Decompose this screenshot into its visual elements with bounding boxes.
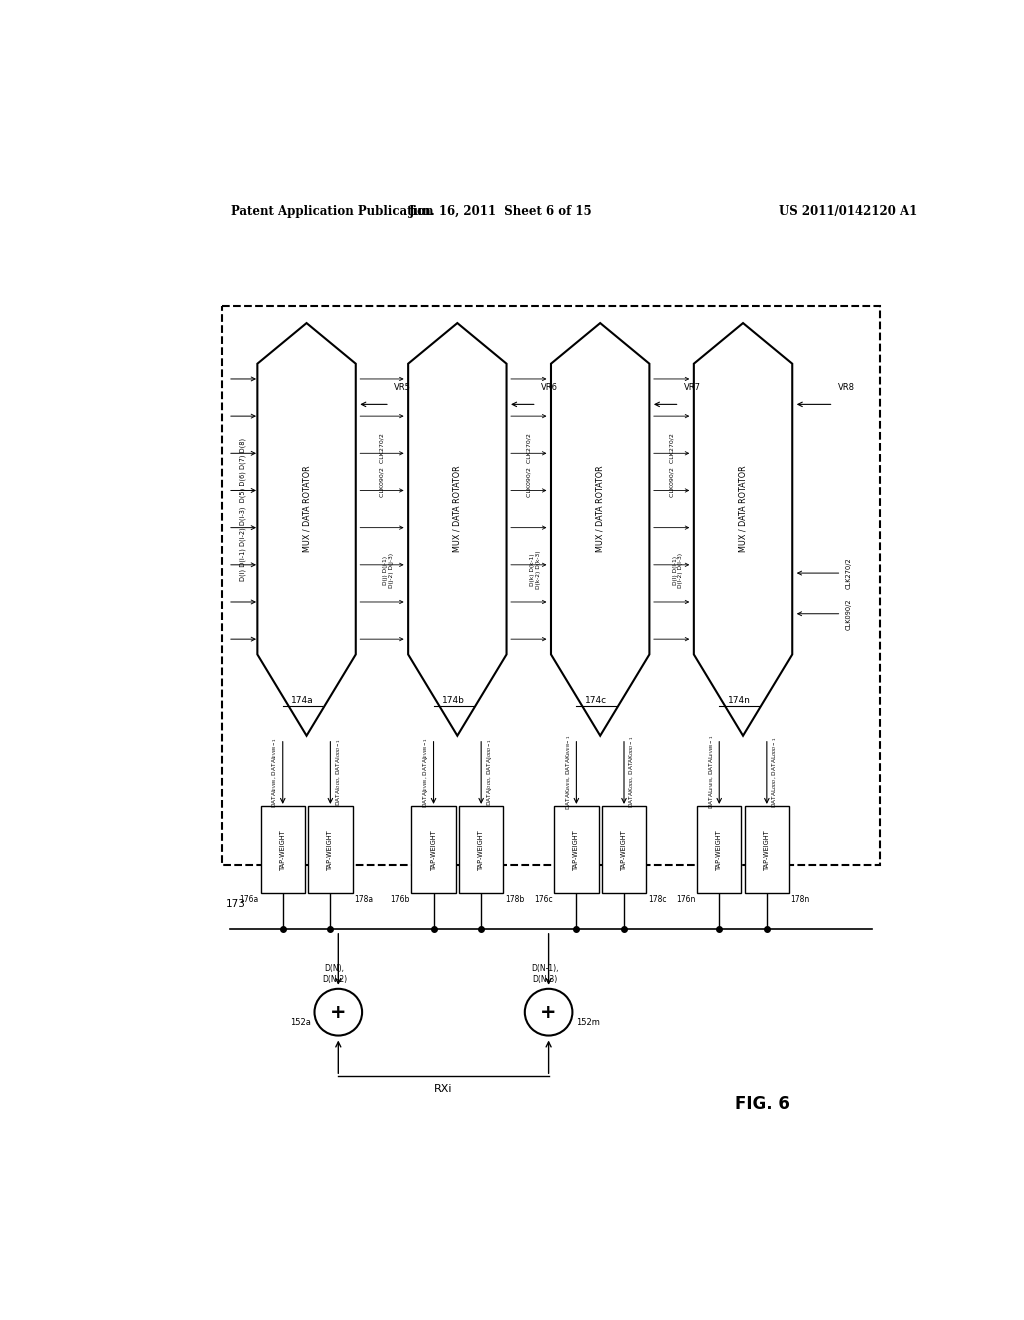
FancyBboxPatch shape: [260, 805, 305, 894]
Text: FIG. 6: FIG. 6: [735, 1094, 791, 1113]
Text: DATAJ$_{EVEN}$, DATAJ$_{EVEN-1}$: DATAJ$_{EVEN}$, DATAJ$_{EVEN-1}$: [421, 737, 430, 808]
Text: 176n: 176n: [676, 895, 695, 904]
FancyBboxPatch shape: [459, 805, 504, 894]
Text: 178c: 178c: [648, 895, 667, 904]
Text: 176a: 176a: [240, 895, 259, 904]
FancyBboxPatch shape: [697, 805, 741, 894]
Text: 173: 173: [225, 899, 246, 908]
Text: DATAK$_{ODD}$, DATAK$_{ODD-1}$: DATAK$_{ODD}$, DATAK$_{ODD-1}$: [628, 737, 636, 808]
Text: 152a: 152a: [290, 1018, 310, 1027]
FancyBboxPatch shape: [412, 805, 456, 894]
Text: MUX / DATA ROTATOR: MUX / DATA ROTATOR: [302, 466, 311, 552]
Text: TAP-WEIGHT: TAP-WEIGHT: [478, 829, 484, 870]
Text: VR6: VR6: [541, 383, 558, 392]
FancyBboxPatch shape: [744, 805, 790, 894]
Text: RXi: RXi: [434, 1084, 453, 1094]
Text: TAP-WEIGHT: TAP-WEIGHT: [430, 829, 436, 870]
Text: DATAL$_{ODD}$, DATAL$_{ODD-1}$: DATAL$_{ODD}$, DATAL$_{ODD-1}$: [770, 737, 779, 808]
Text: VR8: VR8: [838, 383, 854, 392]
Text: D(k) D(k-1)
D(k-2) D(k-3): D(k) D(k-1) D(k-2) D(k-3): [529, 550, 541, 589]
FancyBboxPatch shape: [554, 805, 599, 894]
Text: 178n: 178n: [791, 895, 810, 904]
Text: +: +: [541, 1003, 557, 1022]
Text: TAP-WEIGHT: TAP-WEIGHT: [621, 829, 627, 870]
Text: 174a: 174a: [291, 696, 314, 705]
Text: US 2011/0142120 A1: US 2011/0142120 A1: [778, 205, 918, 218]
Text: 178b: 178b: [505, 895, 524, 904]
Text: CLK090/2: CLK090/2: [846, 598, 851, 630]
Text: CLK090/2  CLK270/2: CLK090/2 CLK270/2: [380, 433, 384, 498]
Text: Patent Application Publication: Patent Application Publication: [231, 205, 434, 218]
Text: +: +: [330, 1003, 346, 1022]
Text: TAP-WEIGHT: TAP-WEIGHT: [280, 829, 286, 870]
Text: 176c: 176c: [534, 895, 553, 904]
Text: 174n: 174n: [728, 696, 751, 705]
Text: VR5: VR5: [394, 383, 411, 392]
Text: 152m: 152m: [577, 1018, 600, 1027]
Text: CLK270/2: CLK270/2: [846, 557, 851, 589]
Text: TAP-WEIGHT: TAP-WEIGHT: [764, 829, 770, 870]
Text: DATAI$_{EVEN}$, DATAI$_{EVEN-1}$: DATAI$_{EVEN}$, DATAI$_{EVEN-1}$: [270, 737, 280, 808]
Text: 174c: 174c: [585, 696, 607, 705]
Text: D(N),
D(N-2): D(N), D(N-2): [322, 965, 347, 983]
Text: 178a: 178a: [354, 895, 374, 904]
Text: 174b: 174b: [442, 696, 465, 705]
Text: D(i) D(i-1) D(i-2) D(i-3)  D(5) D(6) D(7) D(8): D(i) D(i-1) D(i-2) D(i-3) D(5) D(6) D(7)…: [239, 437, 246, 581]
Text: TAP-WEIGHT: TAP-WEIGHT: [716, 829, 722, 870]
Text: MUX / DATA ROTATOR: MUX / DATA ROTATOR: [596, 466, 605, 552]
Text: DATAJ$_{ODD}$, DATAJ$_{ODD-1}$: DATAJ$_{ODD}$, DATAJ$_{ODD-1}$: [484, 738, 494, 807]
Text: MUX / DATA ROTATOR: MUX / DATA ROTATOR: [453, 466, 462, 552]
Text: Jun. 16, 2011  Sheet 6 of 15: Jun. 16, 2011 Sheet 6 of 15: [410, 205, 593, 218]
Text: DATAI$_{ODD}$, DATAI$_{ODD-1}$: DATAI$_{ODD}$, DATAI$_{ODD-1}$: [334, 738, 343, 807]
FancyBboxPatch shape: [308, 805, 352, 894]
Text: 176b: 176b: [390, 895, 410, 904]
Text: TAP-WEIGHT: TAP-WEIGHT: [573, 829, 580, 870]
Text: TAP-WEIGHT: TAP-WEIGHT: [328, 829, 334, 870]
Text: VR7: VR7: [684, 383, 700, 392]
FancyBboxPatch shape: [602, 805, 646, 894]
Text: D(j) D(j-1)
D(j-2) D(j-3): D(j) D(j-1) D(j-2) D(j-3): [383, 553, 393, 587]
Text: CLK090/2  CLK270/2: CLK090/2 CLK270/2: [526, 433, 531, 498]
Text: DATAL$_{EVEN}$, DATAL$_{EVEN-1}$: DATAL$_{EVEN}$, DATAL$_{EVEN-1}$: [707, 735, 716, 809]
Text: DATAK$_{EVEN}$, DATAK$_{EVEN-1}$: DATAK$_{EVEN}$, DATAK$_{EVEN-1}$: [564, 735, 572, 810]
Text: CLK090/2  CLK270/2: CLK090/2 CLK270/2: [669, 433, 674, 498]
Text: D(N-1),
D(N-3): D(N-1), D(N-3): [530, 965, 558, 983]
Text: D(l) D(l-1)
D(l-2) D(l-3): D(l) D(l-1) D(l-2) D(l-3): [673, 553, 683, 587]
Text: MUX / DATA ROTATOR: MUX / DATA ROTATOR: [738, 466, 748, 552]
